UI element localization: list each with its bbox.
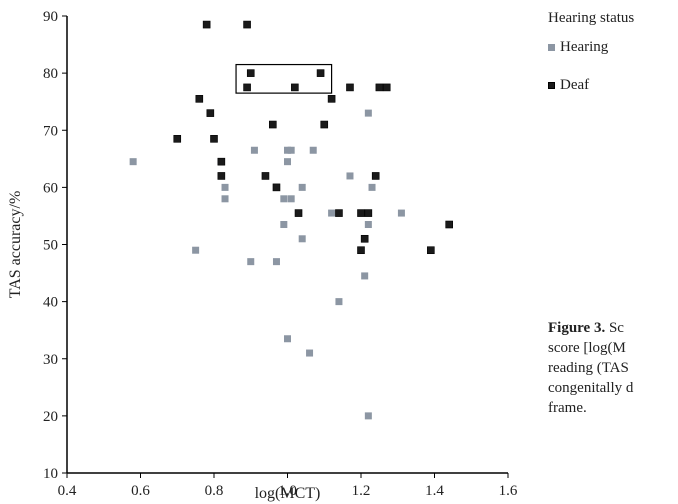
caption-line-2: score [log(M bbox=[548, 340, 626, 356]
data-point-hearing bbox=[298, 183, 306, 191]
data-point-hearing bbox=[272, 258, 280, 266]
data-point-deaf bbox=[246, 69, 255, 77]
data-point-hearing bbox=[287, 195, 295, 203]
data-point-hearing bbox=[280, 195, 288, 203]
data-point-hearing bbox=[284, 146, 291, 154]
legend-item-hearing: Hearing bbox=[548, 39, 634, 55]
data-point-deaf bbox=[316, 69, 325, 77]
x-tick-label: 0.8 bbox=[205, 483, 224, 499]
x-tick-label: 0.4 bbox=[58, 483, 77, 499]
x-tick-label: 0.6 bbox=[131, 483, 150, 499]
y-tick-label: 80 bbox=[43, 66, 58, 82]
data-point-hearing bbox=[335, 298, 343, 306]
y-axis-title: TAS accuracy/% bbox=[7, 191, 24, 299]
legend-label-deaf: Deaf bbox=[560, 76, 590, 93]
data-point-deaf bbox=[427, 246, 435, 255]
caption-label: Figure 3. bbox=[548, 320, 606, 336]
data-point-deaf bbox=[243, 83, 251, 92]
figure-caption: Figure 3. Sc score [log(M reading (TAS c… bbox=[548, 318, 678, 418]
data-point-deaf bbox=[445, 220, 454, 229]
data-point-deaf bbox=[202, 20, 211, 29]
legend-label-hearing: Hearing bbox=[560, 38, 609, 55]
data-point-hearing bbox=[364, 412, 372, 420]
data-point-deaf bbox=[357, 209, 365, 217]
y-tick-label: 10 bbox=[43, 466, 58, 482]
data-point-hearing bbox=[346, 172, 354, 180]
data-point-deaf bbox=[217, 157, 226, 166]
data-point-hearing bbox=[287, 146, 295, 154]
data-point-deaf bbox=[173, 135, 182, 143]
caption-line-1: Sc bbox=[608, 320, 624, 336]
data-point-hearing bbox=[221, 195, 229, 203]
x-tick-label: 1.6 bbox=[499, 483, 518, 499]
legend-swatch-deaf bbox=[548, 81, 555, 89]
data-point-hearing bbox=[192, 246, 200, 254]
legend-title: Hearing status bbox=[548, 10, 635, 26]
data-point-deaf bbox=[382, 83, 391, 92]
data-point-deaf bbox=[206, 109, 215, 117]
data-point-hearing bbox=[298, 235, 306, 243]
data-point-hearing bbox=[328, 209, 336, 217]
data-point-deaf bbox=[294, 209, 303, 217]
data-point-hearing bbox=[284, 335, 291, 343]
legend-swatch-hearing bbox=[548, 43, 555, 51]
caption-line-5: frame. bbox=[548, 400, 587, 416]
data-point-hearing bbox=[280, 221, 288, 229]
y-tick-label: 60 bbox=[43, 180, 58, 196]
data-point-deaf bbox=[291, 83, 299, 92]
y-tick-label: 20 bbox=[43, 409, 58, 425]
caption-line-3: reading (TAS bbox=[548, 360, 629, 376]
y-tick-label: 30 bbox=[43, 352, 58, 368]
data-point-hearing bbox=[364, 221, 372, 229]
data-point-hearing bbox=[309, 146, 317, 154]
data-point-deaf bbox=[320, 120, 329, 129]
data-point-deaf bbox=[375, 83, 384, 92]
data-point-deaf bbox=[243, 20, 251, 29]
data-point-hearing bbox=[250, 146, 258, 154]
data-point-deaf bbox=[335, 209, 343, 217]
data-point-hearing bbox=[221, 183, 229, 191]
data-point-hearing bbox=[368, 183, 376, 191]
data-point-deaf bbox=[261, 172, 270, 180]
data-point-deaf bbox=[210, 135, 218, 143]
data-point-hearing bbox=[284, 158, 291, 166]
data-point-hearing bbox=[364, 109, 372, 117]
legend-item-deaf: Deaf bbox=[548, 77, 634, 93]
data-point-hearing bbox=[397, 209, 405, 217]
x-tick-label: 1.0 bbox=[278, 483, 297, 499]
y-tick-label: 50 bbox=[43, 238, 58, 254]
caption-line-4: congenitally d bbox=[548, 380, 634, 396]
legend: Hearing status Hearing Deaf bbox=[548, 10, 634, 115]
data-point-deaf bbox=[268, 120, 277, 129]
data-point-deaf bbox=[217, 172, 226, 180]
highlight-box bbox=[235, 63, 333, 94]
data-point-hearing bbox=[129, 158, 137, 166]
y-tick-label: 40 bbox=[43, 295, 58, 311]
data-point-hearing bbox=[306, 349, 314, 357]
data-point-deaf bbox=[272, 183, 281, 192]
data-point-deaf bbox=[327, 95, 336, 103]
data-point-deaf bbox=[346, 83, 354, 92]
x-tick-label: 1.4 bbox=[425, 483, 444, 499]
data-point-deaf bbox=[371, 172, 380, 180]
y-tick-label: 90 bbox=[43, 9, 58, 25]
data-point-deaf bbox=[195, 95, 204, 103]
data-point-hearing bbox=[361, 272, 369, 280]
data-point-deaf bbox=[357, 246, 365, 255]
x-tick-label: 1.2 bbox=[352, 483, 371, 499]
data-point-hearing bbox=[247, 258, 255, 266]
x-axis-title: log(MCT) bbox=[255, 485, 321, 502]
data-point-deaf bbox=[364, 209, 373, 217]
y-tick-label: 70 bbox=[43, 123, 58, 139]
data-point-deaf bbox=[360, 234, 369, 243]
